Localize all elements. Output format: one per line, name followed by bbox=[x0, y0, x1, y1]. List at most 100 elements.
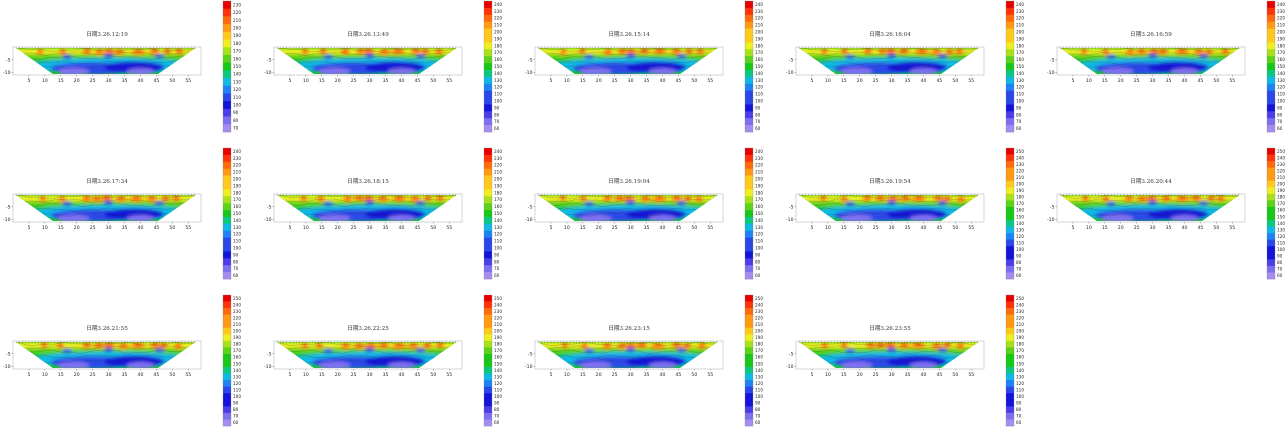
colorbar-swatch bbox=[745, 49, 753, 57]
electrode-markers bbox=[276, 341, 456, 343]
colorbar-swatch bbox=[223, 251, 231, 259]
colorbar-label: 60 bbox=[494, 126, 500, 131]
x-tick-label: 20 bbox=[857, 372, 863, 378]
x-tick-label: 25 bbox=[90, 225, 96, 231]
colorbar-swatch bbox=[745, 63, 753, 71]
colorbar-swatch bbox=[1006, 233, 1014, 240]
colorbar-label: 210 bbox=[755, 322, 763, 327]
colorbar-swatch bbox=[745, 7, 753, 16]
colorbar-swatch bbox=[484, 334, 492, 342]
colorbar-swatch bbox=[223, 360, 231, 368]
panel-title: 日期3.26.12:19 bbox=[86, 31, 128, 38]
colorbar-label: 200 bbox=[494, 30, 502, 35]
colorbar-label: 80 bbox=[1016, 112, 1022, 117]
colorbar-swatch bbox=[223, 189, 231, 197]
x-tick-label: 50 bbox=[1213, 225, 1219, 231]
colorbar-swatch bbox=[745, 251, 753, 259]
colorbar-label: 160 bbox=[233, 56, 241, 61]
panel-title: 日期3.26.23:55 bbox=[869, 325, 911, 332]
colorbar-label: 200 bbox=[1016, 30, 1024, 35]
panel: 日期3.26.23:15 5 10 15 20 25 30 35 40 45 50 55 -5 -10 25… bbox=[525, 294, 763, 427]
colorbar-swatch bbox=[1267, 167, 1275, 175]
colorbar-label: 150 bbox=[233, 64, 241, 69]
x-tick-label: 10 bbox=[825, 78, 831, 84]
x-tick-label: 35 bbox=[905, 78, 911, 84]
colorbar-label: 90 bbox=[494, 105, 500, 110]
colorbar-label: 60 bbox=[755, 126, 761, 131]
colorbar-swatch bbox=[223, 347, 231, 355]
colorbar-swatch bbox=[484, 7, 492, 16]
x-tick-label: 15 bbox=[580, 225, 586, 231]
x-tick-label: 5 bbox=[810, 78, 813, 84]
colorbar-swatch bbox=[484, 196, 492, 204]
colorbar-swatch bbox=[1006, 239, 1014, 247]
colorbar-label: 200 bbox=[233, 25, 241, 30]
colorbar-label: 250 bbox=[494, 296, 502, 301]
colorbar-swatch bbox=[1267, 56, 1275, 64]
y-tick-label: -10 bbox=[1047, 70, 1055, 76]
colorbar-label: 160 bbox=[755, 355, 763, 360]
panel: 日期3.26.17:34 5 10 15 20 25 30 35 40 45 50 55 -5 -10 24… bbox=[3, 147, 241, 280]
x-tick-label: 10 bbox=[303, 372, 309, 378]
colorbar-swatch bbox=[223, 334, 231, 342]
plot-frame bbox=[795, 46, 985, 76]
electrode-markers bbox=[276, 47, 456, 49]
colorbar-swatch bbox=[745, 258, 753, 266]
colorbar-label: 190 bbox=[1277, 36, 1285, 41]
colorbar-swatch bbox=[223, 148, 231, 156]
colorbar-label: 100 bbox=[1016, 394, 1024, 399]
x-tick-label: 45 bbox=[675, 225, 681, 231]
resistivity-section bbox=[16, 195, 196, 221]
colorbar-label: 80 bbox=[494, 259, 500, 264]
resistivity-section bbox=[16, 342, 196, 368]
colorbar-swatch bbox=[223, 196, 231, 204]
x-tick-label: 20 bbox=[857, 78, 863, 84]
resistivity-section bbox=[277, 342, 457, 368]
colorbar-label: 240 bbox=[233, 149, 241, 154]
colorbar-swatch bbox=[484, 1, 492, 9]
colorbar-swatch bbox=[745, 42, 753, 50]
colorbar-swatch bbox=[1267, 226, 1275, 234]
colorbar-label: 150 bbox=[1016, 64, 1024, 69]
colorbar-label: 150 bbox=[494, 64, 502, 69]
colorbar-swatch bbox=[223, 406, 231, 414]
plot-frame bbox=[12, 340, 202, 370]
colorbar-swatch bbox=[745, 412, 753, 420]
y-tick-label: -10 bbox=[525, 217, 533, 223]
x-tick-label: 25 bbox=[873, 78, 879, 84]
x-tick-label: 25 bbox=[351, 225, 357, 231]
colorbar-swatch bbox=[484, 76, 492, 85]
x-tick-label: 20 bbox=[596, 372, 602, 378]
colorbar-swatch bbox=[1006, 347, 1014, 355]
colorbar-label: 190 bbox=[233, 183, 241, 188]
colorbar-label: 80 bbox=[233, 407, 239, 412]
colorbar-label: 240 bbox=[494, 302, 502, 307]
colorbar-label: 100 bbox=[494, 98, 502, 103]
colorbar-swatch bbox=[1267, 200, 1275, 208]
x-tick-label: 50 bbox=[691, 372, 697, 378]
y-tick-label: -10 bbox=[525, 364, 533, 370]
colorbar-swatch bbox=[1006, 406, 1014, 414]
plot-frame bbox=[12, 46, 202, 76]
colorbar-label: 140 bbox=[494, 71, 502, 76]
x-tick-label: 20 bbox=[335, 372, 341, 378]
colorbar-label: 110 bbox=[755, 239, 763, 244]
colorbar-label: 200 bbox=[494, 177, 502, 182]
colorbar-swatch bbox=[1006, 200, 1014, 208]
colorbar-label: 140 bbox=[755, 71, 763, 76]
colorbar-label: 160 bbox=[494, 57, 502, 62]
colorbar-label: 180 bbox=[1277, 43, 1285, 48]
colorbar-swatch bbox=[745, 189, 753, 197]
colorbar-label: 240 bbox=[494, 2, 502, 7]
colorbar-swatch bbox=[1267, 42, 1275, 50]
x-tick-label: 35 bbox=[383, 372, 389, 378]
colorbar-label: 70 bbox=[1016, 119, 1022, 124]
y-tick-label: -10 bbox=[264, 217, 272, 223]
colorbar-swatch bbox=[484, 258, 492, 266]
colorbar-swatch bbox=[1006, 104, 1014, 112]
x-tick-label: 25 bbox=[873, 225, 879, 231]
colorbar-swatch bbox=[745, 223, 753, 232]
colorbar-label: 190 bbox=[494, 335, 502, 340]
colorbar-label: 150 bbox=[755, 361, 763, 366]
